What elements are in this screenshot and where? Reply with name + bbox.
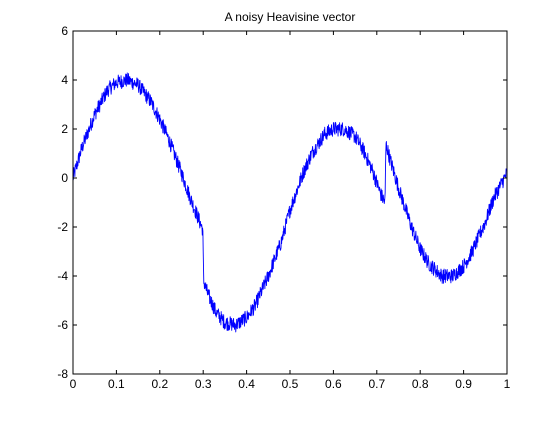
x-tick-label: 0 — [70, 377, 77, 391]
y-tick-label: -6 — [57, 318, 68, 332]
series-layer — [72, 72, 508, 333]
y-tick-label: -2 — [57, 220, 68, 234]
axes-layer: 0 0.1 0.2 0.3 0.4 0.5 0.6 0.7 0.8 0.9 1 -8 -6 -4 -2 0 2 4… — [57, 24, 510, 391]
chart-title: A noisy Heavisine vector — [225, 10, 356, 24]
series-line-1 — [72, 72, 508, 333]
x-tick-label: 1 — [504, 377, 511, 391]
x-tick-label: 0.6 — [325, 377, 342, 391]
y-tick-label: 2 — [61, 122, 68, 136]
x-tick-label: 0.9 — [455, 377, 472, 391]
x-tick-label: 0.1 — [108, 377, 125, 391]
x-tick-label: 0.7 — [368, 377, 385, 391]
x-tick-label: 0.8 — [412, 377, 429, 391]
y-tick-label: -8 — [57, 367, 68, 381]
y-tick-label: -4 — [57, 269, 68, 283]
y-tick-label: 6 — [61, 24, 68, 38]
y-tick-label: 0 — [61, 171, 68, 185]
x-tick-label: 0.3 — [195, 377, 212, 391]
y-tick-label: 4 — [61, 73, 68, 87]
x-tick-label: 0.4 — [238, 377, 255, 391]
x-tick-label: 0.2 — [151, 377, 168, 391]
x-tick-label: 0.5 — [282, 377, 299, 391]
plot-area — [73, 31, 507, 374]
